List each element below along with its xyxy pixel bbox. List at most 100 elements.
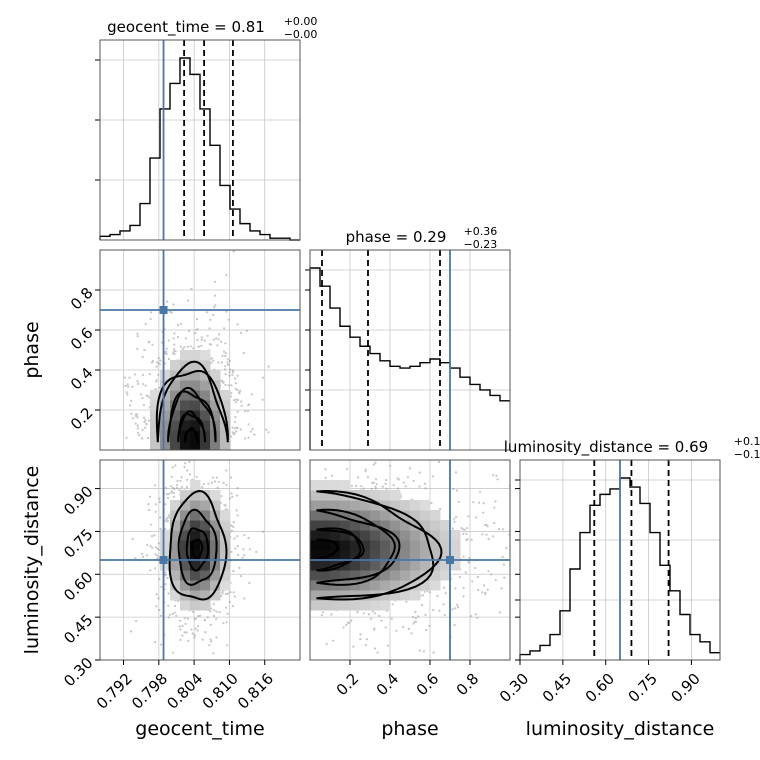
density-cell xyxy=(170,420,181,431)
density-cell xyxy=(190,390,201,401)
density-cell xyxy=(340,500,351,511)
density-cell xyxy=(400,530,411,541)
panel-frame xyxy=(309,459,511,661)
density-cell xyxy=(340,550,351,561)
density-cell xyxy=(310,490,321,501)
density-cell xyxy=(200,380,211,391)
density-cell xyxy=(410,510,421,521)
x-tick-label-luminosity_distance: 0.45 xyxy=(539,670,575,706)
density-cell xyxy=(380,530,391,541)
density-cell xyxy=(200,490,211,501)
density-cell xyxy=(190,590,201,601)
density-cell xyxy=(420,510,431,521)
density-cell xyxy=(190,520,201,531)
density-cell xyxy=(190,350,201,361)
density-cell xyxy=(380,600,391,611)
title-upper-error: +0.00 xyxy=(284,15,318,28)
density-cell xyxy=(420,520,431,531)
panel-title-geocent_time: geocent_time = 0.81 xyxy=(107,18,265,37)
density-cell xyxy=(150,390,161,401)
density-cell xyxy=(350,550,361,561)
density-cell xyxy=(330,600,341,611)
density-cell xyxy=(440,540,451,551)
x-tick-label-phase: 0.6 xyxy=(413,670,443,700)
density-cell xyxy=(360,510,371,521)
density-cell xyxy=(190,440,201,450)
density-cell xyxy=(310,550,321,561)
density-cell xyxy=(390,560,401,571)
density-cell xyxy=(180,530,191,541)
density-cell xyxy=(350,580,361,591)
density-cell xyxy=(330,590,341,601)
density-cell xyxy=(400,500,411,511)
density-cell xyxy=(340,480,351,491)
density-cell xyxy=(360,580,371,591)
density-cell xyxy=(190,500,201,511)
density-cell xyxy=(320,590,331,601)
density-cell xyxy=(210,520,221,531)
density-cell xyxy=(200,590,211,601)
density-cell xyxy=(370,580,381,591)
density-cell xyxy=(320,520,331,531)
density-cell xyxy=(360,490,371,501)
title-upper-error: +0.13 xyxy=(734,435,760,448)
panel-2d-phase-vs-geocent_time xyxy=(100,250,300,450)
density-cell xyxy=(170,370,181,381)
density-cell xyxy=(320,600,331,611)
density-cell xyxy=(190,380,201,391)
y-axis-label-phase: phase xyxy=(21,321,43,378)
density-cell xyxy=(420,560,431,571)
density-cell xyxy=(190,560,201,571)
density-cell xyxy=(450,560,461,571)
density-cell xyxy=(150,410,161,421)
truth-marker xyxy=(446,556,454,564)
density-cell xyxy=(350,530,361,541)
density-cell xyxy=(170,550,181,561)
x-tick-label-phase: 0.2 xyxy=(333,670,363,700)
density-cell xyxy=(430,530,441,541)
title-upper-error: +0.36 xyxy=(464,225,498,238)
density-cell xyxy=(440,550,451,561)
density-cell xyxy=(190,370,201,381)
density-cell xyxy=(420,540,431,551)
density-cell xyxy=(170,580,181,591)
density-cell xyxy=(200,600,211,611)
x-tick-label-luminosity_distance: 0.60 xyxy=(582,670,618,706)
density-cell xyxy=(360,600,371,611)
truth-marker xyxy=(159,306,168,314)
density-cell xyxy=(210,500,221,511)
density-cell xyxy=(340,590,351,601)
density-cell xyxy=(160,550,171,561)
density-cell xyxy=(200,570,211,581)
density-cell xyxy=(190,600,201,611)
density-cell xyxy=(350,500,361,511)
density-cell xyxy=(340,560,351,571)
density-cell xyxy=(400,540,411,551)
density-cell xyxy=(190,510,201,521)
density-cell xyxy=(360,550,371,561)
density-cell xyxy=(190,360,201,371)
density-cell xyxy=(410,540,421,551)
panel-title-luminosity_distance: luminosity_distance = 0.69 xyxy=(504,438,708,457)
density-cell xyxy=(390,570,401,581)
density-cell xyxy=(190,400,201,411)
density-cell xyxy=(330,500,341,511)
density-cell xyxy=(400,560,411,571)
density-cell xyxy=(170,410,181,421)
density-cell xyxy=(420,570,431,581)
panel-1d-geocent_time: geocent_time = 0.81 +0.00−0.00 xyxy=(95,15,318,241)
density-cell xyxy=(200,410,211,421)
density-cell xyxy=(410,580,421,591)
density-cell xyxy=(200,560,211,571)
density-cell xyxy=(160,370,171,381)
density-cell xyxy=(410,500,421,511)
x-tick-label-geocent_time: 0.810 xyxy=(199,670,242,713)
density-cell xyxy=(410,570,421,581)
x-axis-label-phase: phase xyxy=(381,718,438,740)
density-cell xyxy=(170,500,181,511)
y-tick-label-phase: 0.8 xyxy=(67,284,97,314)
panel-1d-phase: phase = 0.29 +0.36−0.23 xyxy=(305,225,511,451)
y-tick-label-luminosity_distance: 0.90 xyxy=(60,482,96,518)
density-cell xyxy=(440,570,451,581)
density-cell xyxy=(390,520,401,531)
